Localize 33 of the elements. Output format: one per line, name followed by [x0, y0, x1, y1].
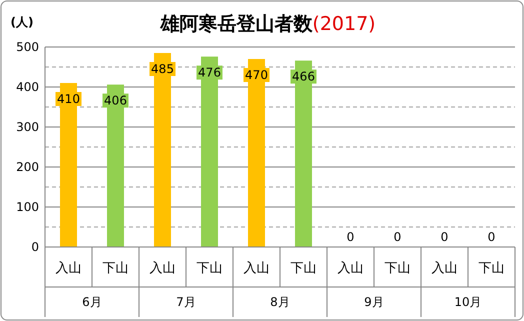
- text: 7月: [176, 295, 196, 309]
- y-tick-label: 100: [16, 200, 39, 214]
- y-axis-title: (人): [10, 15, 34, 29]
- chart-title: 雄阿寒岳登山者数(2017): [159, 13, 376, 35]
- x-tick-label: 入山: [244, 261, 270, 276]
- data-label: 466: [292, 70, 315, 84]
- text: 6月: [82, 295, 102, 309]
- text: 9月: [364, 295, 384, 309]
- data-label: 476: [198, 66, 221, 80]
- x-tick-label: 入山: [56, 261, 82, 276]
- x-tick-label: 入山: [432, 261, 458, 276]
- y-tick-label: 0: [31, 240, 39, 254]
- data-label: 410: [57, 92, 80, 106]
- text: 8月: [270, 295, 290, 309]
- text: 10月: [454, 295, 482, 309]
- x-tick-label: 下山: [102, 261, 128, 276]
- x-tick-label: 入山: [150, 261, 176, 276]
- y-tick-label: 200: [16, 160, 39, 174]
- y-tick-label: 500: [16, 40, 39, 54]
- data-label: 0: [346, 230, 354, 244]
- data-label: 485: [151, 62, 174, 76]
- x-tick-label: 入山: [338, 261, 364, 276]
- data-label: 0: [440, 230, 448, 244]
- y-tick-label: 300: [16, 120, 39, 134]
- data-label: 0: [394, 230, 402, 244]
- x-tick-label: 下山: [478, 261, 504, 276]
- x-tick-label: 下山: [290, 261, 316, 276]
- x-tick-label: 下山: [384, 261, 410, 276]
- data-label: 470: [245, 68, 268, 82]
- data-label: 406: [104, 94, 127, 108]
- y-tick-label: 400: [16, 80, 39, 94]
- x-tick-label: 下山: [196, 261, 222, 276]
- data-label: 0: [488, 230, 496, 244]
